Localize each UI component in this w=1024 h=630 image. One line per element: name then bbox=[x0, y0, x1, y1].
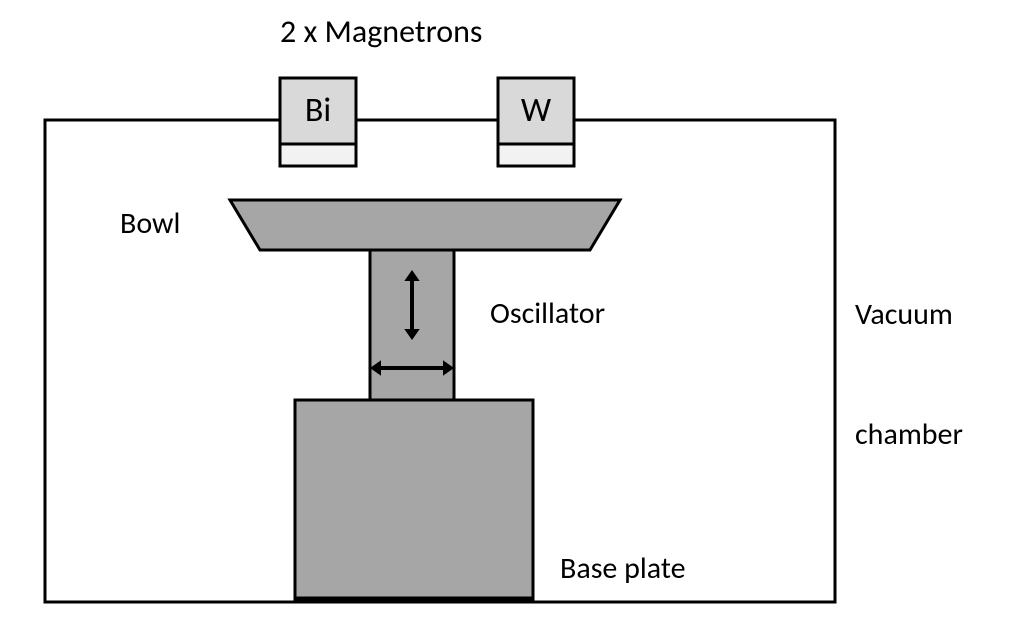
base-plate-box bbox=[295, 400, 533, 600]
magnetron-left-label: Bi bbox=[305, 90, 331, 131]
bowl-shape bbox=[230, 200, 620, 250]
magnetron-right-label: W bbox=[521, 90, 552, 131]
magnetron-right-under bbox=[498, 144, 574, 166]
diagram-canvas: 2 x Magnetrons Bowl Oscillator Base plat… bbox=[0, 0, 1024, 630]
diagram-svg: Bi W bbox=[0, 0, 1024, 630]
magnetron-left-under bbox=[280, 144, 356, 166]
